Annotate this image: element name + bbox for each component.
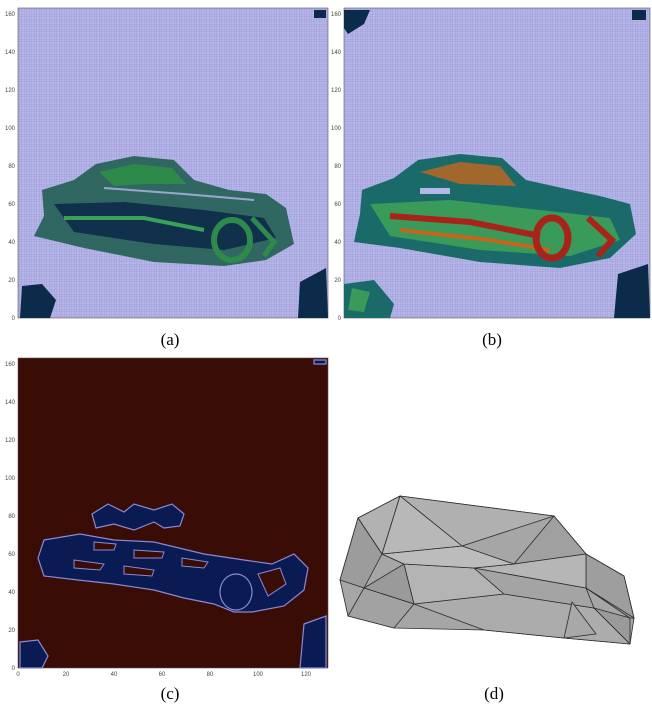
y-tick: 100: [5, 476, 16, 482]
corner-blob-bottom-right: [298, 268, 328, 318]
y-tick: 140: [5, 50, 16, 56]
x-tick: 100: [253, 672, 264, 676]
y-tick: 80: [8, 164, 15, 170]
y-tick: 80: [8, 514, 15, 520]
corner-blob-top-right: [632, 10, 646, 20]
y-tick: 140: [331, 50, 342, 56]
panel-a-plot: 0 20 40 60 80 100 120 0 20 40 60 80 100 …: [5, 7, 329, 322]
panel-b-plot: 0 20 40 60 80 100 120 0 20 40 60 80 100 …: [331, 7, 651, 322]
y-axis-ticks: 0 20 40 60 80 100 120 140 160: [5, 12, 16, 322]
y-tick: 120: [5, 438, 16, 444]
y-tick: 40: [8, 590, 15, 596]
y-tick: 120: [331, 88, 342, 94]
y-axis-ticks: 0 20 40 60 80 100 120 140 160: [5, 362, 16, 672]
x-tick: 80: [207, 672, 214, 676]
y-tick: 100: [331, 126, 342, 132]
y-tick: 40: [334, 240, 341, 246]
caption-a: (a): [160, 330, 180, 349]
x-tick: 20: [63, 672, 70, 676]
x-axis-ticks: 0 20 40 60 80 100 120: [16, 672, 311, 676]
y-tick: 80: [334, 164, 341, 170]
y-tick: 60: [8, 552, 15, 558]
car-blob: [34, 156, 294, 266]
x-tick: 120: [301, 672, 312, 676]
caption-c: (c): [160, 684, 180, 703]
corner-blob-bottom-left: [20, 284, 56, 318]
corner-blob-bottom-right: [614, 264, 650, 318]
y-tick: 20: [8, 278, 15, 284]
corner-blob-top-left: [344, 10, 370, 34]
y-tick: 0: [338, 316, 342, 322]
corner-blob-top-right: [314, 10, 326, 18]
caption-d: (d): [484, 684, 504, 703]
y-tick: 140: [5, 400, 16, 406]
y-tick: 120: [5, 88, 16, 94]
y-tick: 160: [5, 362, 16, 368]
y-tick: 20: [334, 278, 341, 284]
mask-holes: [73, 541, 287, 597]
y-tick: 0: [12, 666, 16, 672]
panel-c-plot: 0 20 40 60 80 100 120 0 20 40 60 80 100 …: [5, 357, 329, 676]
y-tick: 60: [8, 202, 15, 208]
panel-d-hull: [339, 495, 635, 645]
y-tick: 60: [334, 202, 341, 208]
x-tick: 0: [16, 672, 20, 676]
y-tick: 100: [5, 126, 16, 132]
y-tick: 160: [331, 12, 342, 18]
car-blob: [354, 154, 636, 268]
caption-b: (b): [482, 330, 502, 349]
y-tick: 0: [12, 316, 16, 322]
x-tick: 40: [111, 672, 118, 676]
y-tick: 160: [5, 12, 16, 18]
y-tick: 20: [8, 628, 15, 634]
mask-blobs: [19, 359, 327, 669]
y-axis-ticks: 0 20 40 60 80 100 120 140 160: [331, 12, 342, 322]
y-tick: 40: [8, 240, 15, 246]
x-tick: 60: [159, 672, 166, 676]
